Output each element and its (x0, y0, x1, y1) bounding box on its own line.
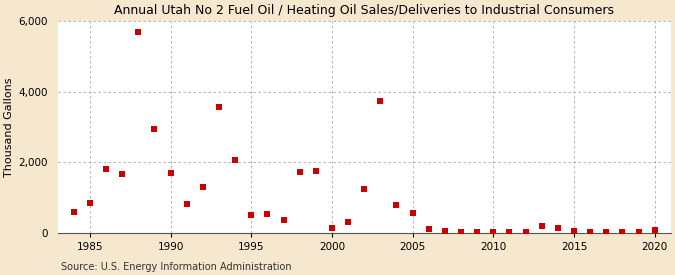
Point (197, 185, 208, 189)
Y-axis label: Thousand Gallons: Thousand Gallons (4, 77, 14, 177)
Point (101, 167, 111, 171)
Point (310, 168, 321, 173)
Point (504, 230, 515, 234)
Point (246, 213, 256, 218)
Point (84, 201, 95, 205)
Point (278, 217, 289, 222)
Point (520, 230, 531, 234)
Title: Annual Utah No 2 Fuel Oil / Heating Oil Sales/Deliveries to Industrial Consumers: Annual Utah No 2 Fuel Oil / Heating Oil … (114, 4, 614, 17)
Point (649, 228, 660, 232)
Point (165, 171, 176, 175)
Point (488, 230, 499, 234)
Point (391, 202, 402, 207)
Point (182, 202, 192, 206)
Point (359, 187, 370, 191)
Point (456, 230, 466, 234)
Point (262, 212, 273, 216)
Point (585, 230, 595, 234)
Point (552, 226, 563, 230)
Point (230, 157, 240, 162)
Point (601, 230, 612, 234)
Point (423, 227, 434, 231)
Point (133, 29, 144, 34)
Point (68, 210, 79, 214)
Point (294, 170, 305, 174)
Point (472, 230, 483, 234)
Point (213, 105, 224, 110)
Point (343, 219, 354, 224)
Point (117, 172, 128, 177)
Point (439, 229, 450, 234)
Text: Source: U.S. Energy Information Administration: Source: U.S. Energy Information Administ… (61, 262, 292, 272)
Point (375, 99, 385, 104)
Point (407, 211, 418, 215)
Point (633, 230, 644, 234)
Point (568, 229, 579, 234)
Point (617, 230, 628, 234)
Point (537, 223, 547, 228)
Point (149, 126, 160, 131)
Point (327, 226, 338, 230)
